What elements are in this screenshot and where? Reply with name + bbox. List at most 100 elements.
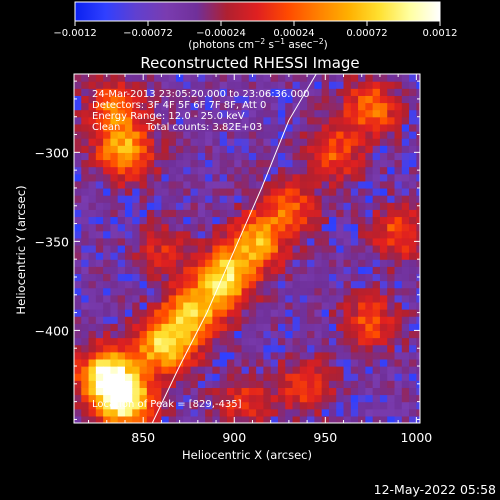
heatmap-cell <box>74 173 82 182</box>
heatmap-cell <box>379 280 388 289</box>
heatmap-cell <box>350 81 359 89</box>
heatmap-cell <box>81 323 90 332</box>
heatmap-cell <box>263 259 272 267</box>
heatmap-cell <box>350 116 359 125</box>
heatmap-cell <box>379 180 388 189</box>
heatmap-cell <box>307 74 315 82</box>
heatmap-cell <box>372 380 381 388</box>
heatmap-cell <box>292 223 301 232</box>
heatmap-cell <box>270 344 279 353</box>
heatmap-cell <box>219 152 228 161</box>
heatmap-cell <box>183 259 192 267</box>
heatmap-cell <box>132 102 141 111</box>
heatmap-cell <box>190 223 199 232</box>
heatmap-cell <box>183 401 192 410</box>
heatmap-cell <box>256 130 264 139</box>
heatmap-cell <box>95 373 104 381</box>
heatmap-cell <box>343 230 352 239</box>
heatmap-cell <box>241 74 250 82</box>
heatmap-cell <box>409 273 417 282</box>
heatmap-cell <box>168 95 177 104</box>
heatmap-cell <box>117 123 126 132</box>
heatmap-cell <box>263 301 272 310</box>
heatmap-cell <box>219 337 228 346</box>
heatmap-cell <box>314 74 323 82</box>
heatmap-cell <box>401 394 410 403</box>
heatmap-cell <box>379 301 388 310</box>
heatmap-cell <box>161 138 170 146</box>
heatmap-cell <box>248 173 257 182</box>
heatmap-cell <box>117 102 126 111</box>
heatmap-cell <box>321 88 330 96</box>
heatmap-cell <box>95 309 104 317</box>
heatmap-cell <box>168 366 177 374</box>
heatmap-cell <box>88 230 97 239</box>
heatmap-cell <box>95 237 104 246</box>
heatmap-cell <box>95 252 104 260</box>
heatmap-cell <box>263 309 272 317</box>
heatmap-cell <box>154 266 163 275</box>
heatmap-cell <box>314 273 323 282</box>
heatmap-cell <box>205 237 213 246</box>
heatmap-cell <box>154 130 163 139</box>
heatmap-cell <box>328 259 337 267</box>
heatmap-cell <box>103 81 112 89</box>
y-axis-ticks: −300−350−400 <box>35 80 420 420</box>
heatmap-cell <box>183 187 192 196</box>
heatmap-cell <box>270 401 279 410</box>
heatmap-cell <box>292 109 301 118</box>
heatmap-cell <box>277 173 286 182</box>
heatmap-cell <box>88 216 97 225</box>
heatmap-cell <box>336 330 345 339</box>
heatmap-cell <box>110 223 119 232</box>
heatmap-cell <box>139 123 148 132</box>
heatmap-cell <box>81 330 90 339</box>
heatmap-cell <box>256 102 264 111</box>
heatmap-cell <box>110 330 119 339</box>
heatmap-cell <box>416 294 420 303</box>
heatmap-cell <box>307 95 315 104</box>
heatmap-cell <box>365 180 374 189</box>
heatmap-cell <box>416 330 420 339</box>
heatmap-cell <box>205 95 213 104</box>
heatmap-cell <box>110 415 119 423</box>
heatmap-cell <box>190 216 199 225</box>
heatmap-cell <box>401 95 410 104</box>
heatmap-cell <box>95 337 104 346</box>
heatmap-cell <box>205 366 213 374</box>
heatmap-cell <box>110 366 119 374</box>
heatmap-cell <box>88 173 97 182</box>
heatmap-cell <box>292 95 301 104</box>
heatmap-cell <box>197 209 206 218</box>
heatmap-cell <box>132 316 141 324</box>
heatmap-cell <box>358 252 366 260</box>
heatmap-cell <box>263 195 272 203</box>
heatmap-cell <box>292 330 301 339</box>
heatmap-cell <box>379 209 388 218</box>
heatmap-cell <box>343 138 352 146</box>
heatmap-cell <box>74 81 82 89</box>
heatmap-cell <box>285 74 294 82</box>
heatmap-cell <box>256 259 264 267</box>
heatmap-cell <box>328 145 337 153</box>
heatmap-cell <box>226 230 235 239</box>
heatmap-cell <box>365 344 374 353</box>
heatmap-cell <box>409 380 417 388</box>
heatmap-cell <box>117 373 126 381</box>
heatmap-cell <box>219 195 228 203</box>
heatmap-cell <box>117 230 126 239</box>
heatmap-cell <box>285 180 294 189</box>
heatmap-cell <box>205 394 213 403</box>
heatmap-cell <box>299 102 308 111</box>
heatmap-cell <box>234 344 243 353</box>
heatmap-cell <box>124 145 133 153</box>
heatmap-cell <box>197 380 206 388</box>
heatmap-cell <box>175 88 184 96</box>
heatmap-cell <box>132 408 141 417</box>
heatmap-cell <box>95 195 104 203</box>
heatmap-cell <box>103 216 112 225</box>
heatmap-cell <box>234 323 243 332</box>
heatmap-cell <box>205 102 213 111</box>
heatmap-cell <box>263 230 272 239</box>
heatmap-cell <box>365 373 374 381</box>
